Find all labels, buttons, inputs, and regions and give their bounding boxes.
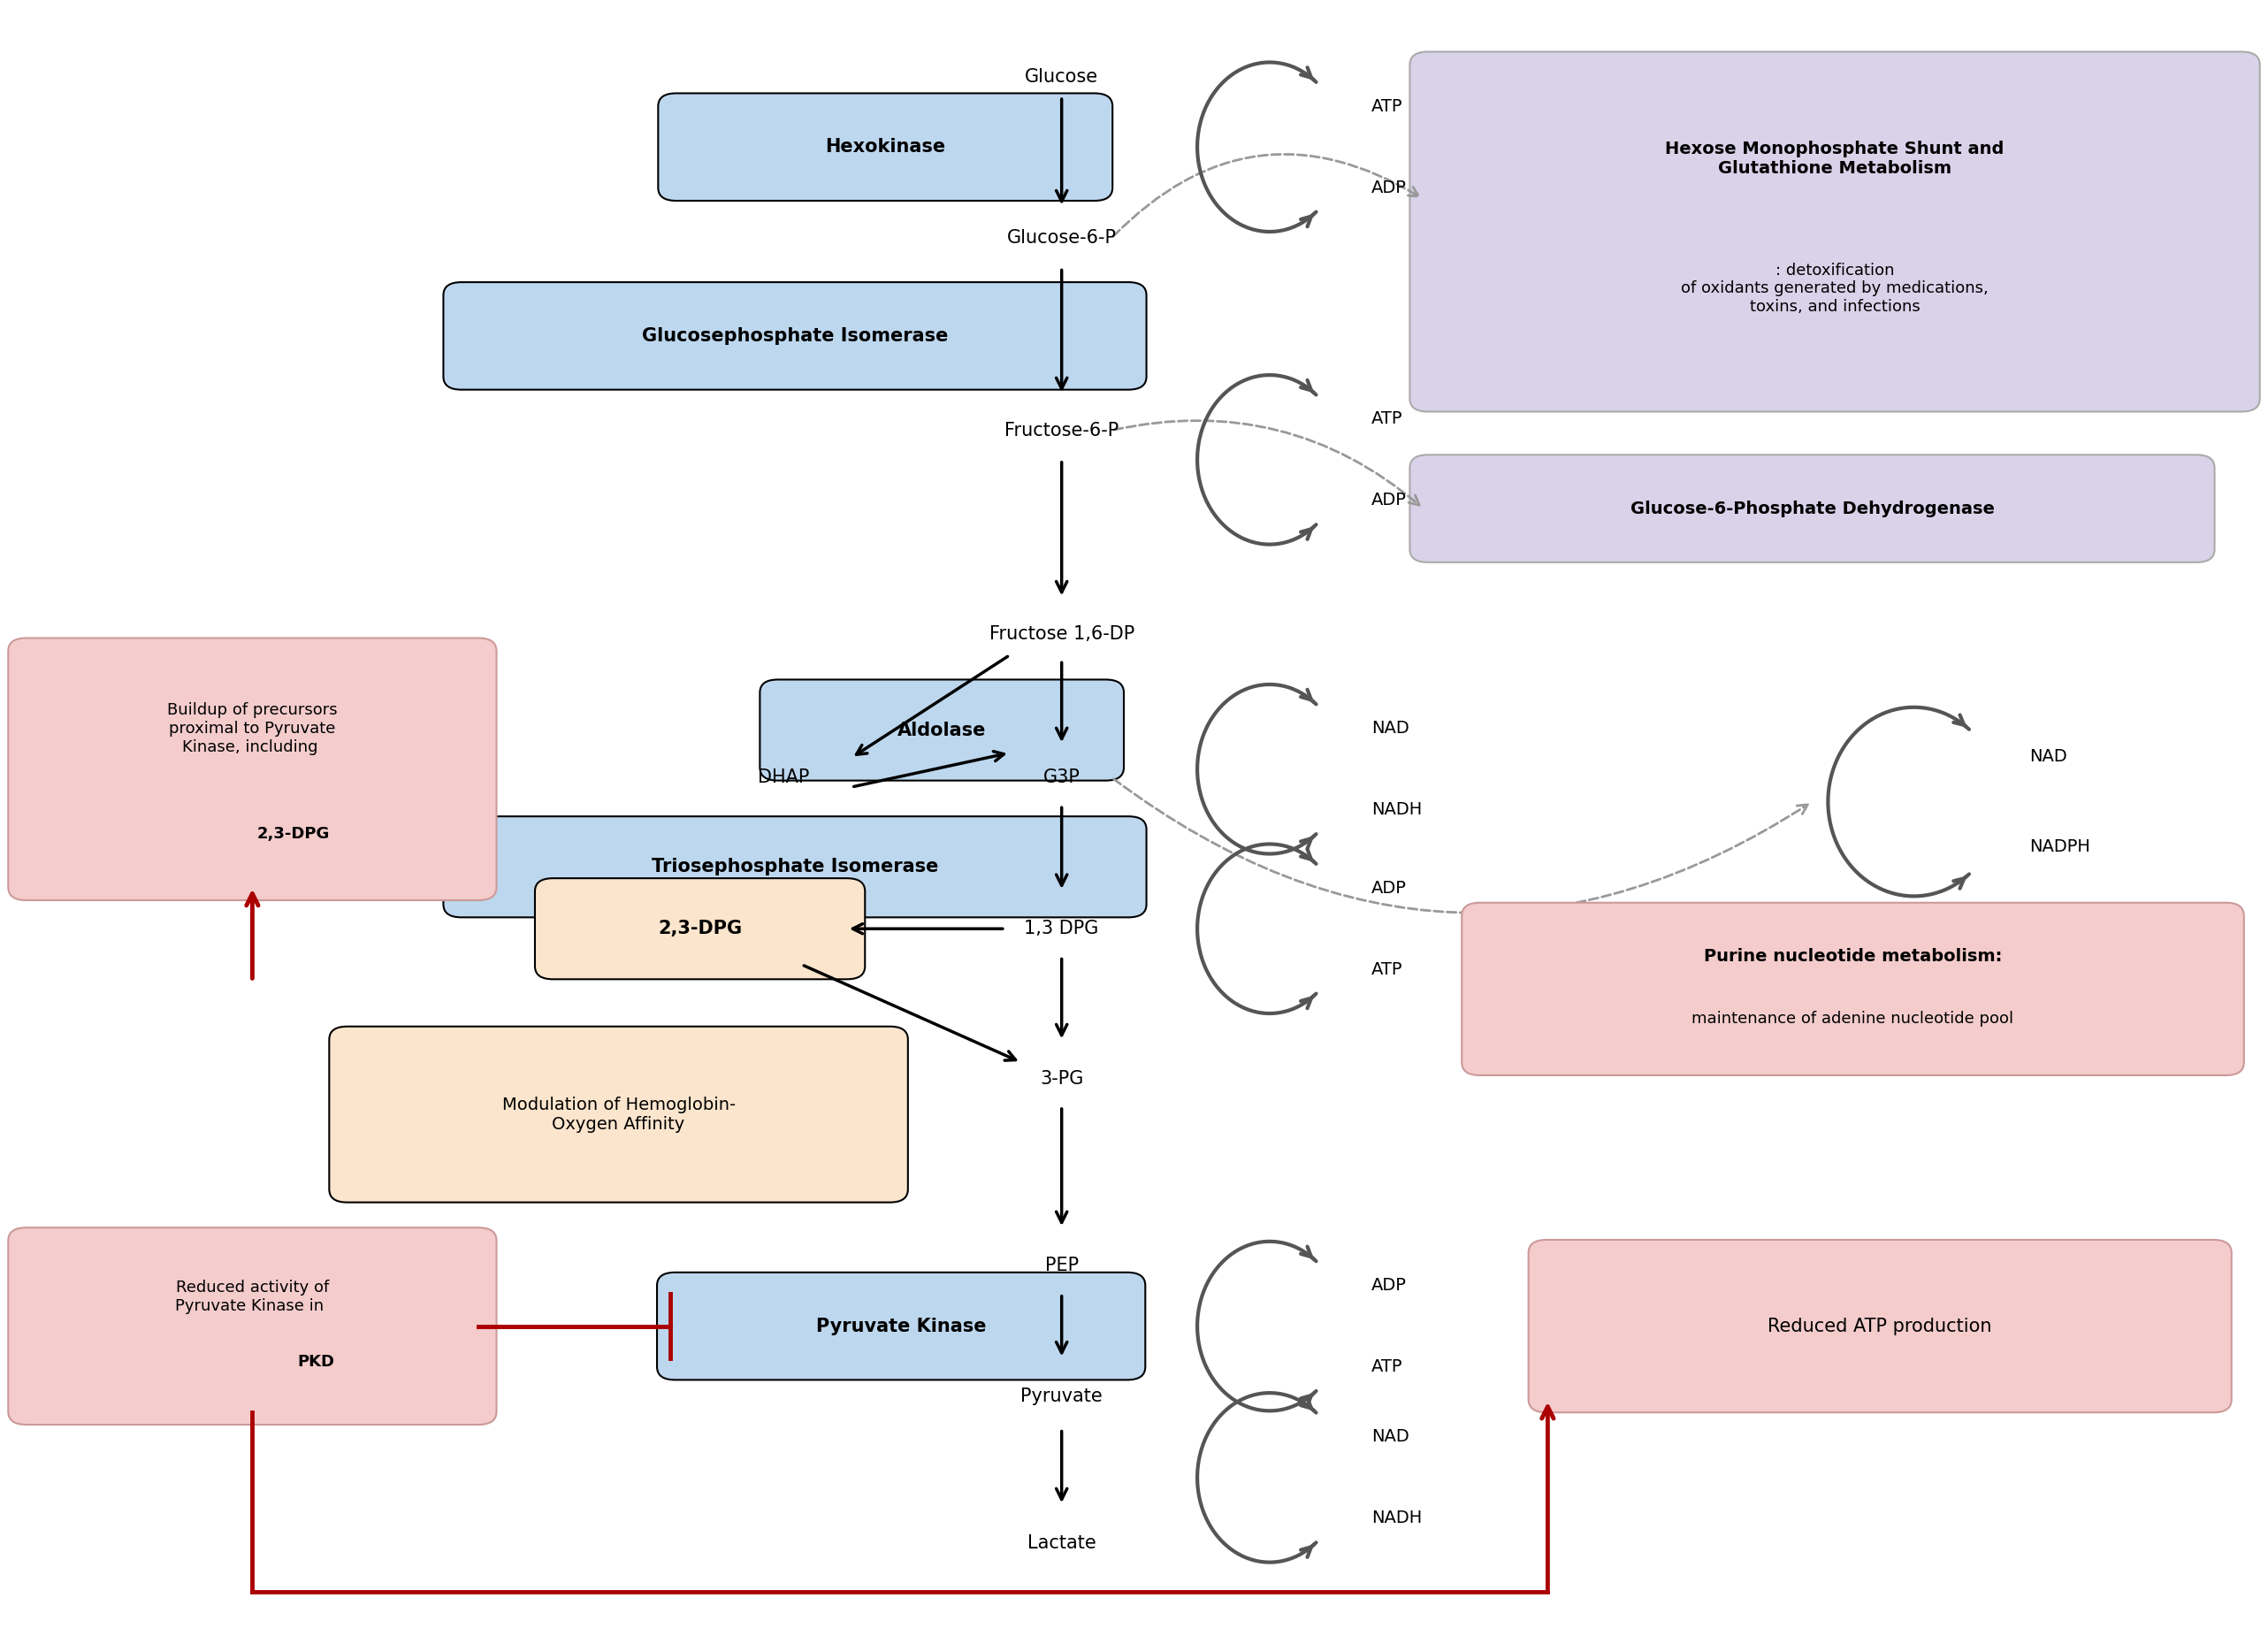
Text: ADP: ADP xyxy=(1372,492,1406,509)
FancyBboxPatch shape xyxy=(1411,52,2259,412)
FancyBboxPatch shape xyxy=(9,638,497,900)
FancyBboxPatch shape xyxy=(760,679,1125,780)
Text: : detoxification
of oxidants generated by medications,
toxins, and infections: : detoxification of oxidants generated b… xyxy=(1681,262,1989,316)
Text: NAD: NAD xyxy=(2030,748,2066,764)
Text: 2,3-DPG: 2,3-DPG xyxy=(658,919,742,937)
Text: Lactate: Lactate xyxy=(1027,1535,1095,1551)
Text: Fructose-6-P: Fructose-6-P xyxy=(1005,422,1118,438)
Text: NAD: NAD xyxy=(1372,1428,1408,1445)
Text: Hexose Monophosphate Shunt and
Glutathione Metabolism: Hexose Monophosphate Shunt and Glutathio… xyxy=(1665,141,2005,177)
Text: ADP: ADP xyxy=(1372,1278,1406,1294)
Text: Buildup of precursors
proximal to Pyruvate
Kinase, including: Buildup of precursors proximal to Pyruva… xyxy=(168,702,338,754)
Text: 2,3-DPG: 2,3-DPG xyxy=(256,826,329,843)
Text: ADP: ADP xyxy=(1372,180,1406,196)
Text: ATP: ATP xyxy=(1372,1358,1402,1376)
Text: PKD: PKD xyxy=(297,1355,333,1369)
Text: Hexokinase: Hexokinase xyxy=(826,137,946,155)
Text: 3-PG: 3-PG xyxy=(1039,1070,1084,1088)
Text: 1,3 DPG: 1,3 DPG xyxy=(1025,919,1100,937)
Text: NAD: NAD xyxy=(1372,720,1408,736)
Text: maintenance of adenine nucleotide pool: maintenance of adenine nucleotide pool xyxy=(1692,1011,2014,1026)
Text: Pyruvate Kinase: Pyruvate Kinase xyxy=(816,1317,987,1335)
Text: Glucose-6-Phosphate Dehydrogenase: Glucose-6-Phosphate Dehydrogenase xyxy=(1631,501,1994,517)
FancyBboxPatch shape xyxy=(9,1227,497,1425)
Text: ATP: ATP xyxy=(1372,98,1402,115)
Text: ADP: ADP xyxy=(1372,880,1406,897)
Text: Triosephosphate Isomerase: Triosephosphate Isomerase xyxy=(651,857,939,875)
FancyBboxPatch shape xyxy=(658,1273,1145,1379)
Text: Glucose: Glucose xyxy=(1025,69,1098,85)
Text: NADH: NADH xyxy=(1372,802,1422,818)
Text: NADH: NADH xyxy=(1372,1510,1422,1526)
FancyBboxPatch shape xyxy=(535,879,864,980)
Text: Aldolase: Aldolase xyxy=(898,721,987,739)
Text: Pyruvate: Pyruvate xyxy=(1021,1387,1102,1405)
FancyBboxPatch shape xyxy=(442,816,1145,918)
Text: Modulation of Hemoglobin-
Oxygen Affinity: Modulation of Hemoglobin- Oxygen Affinit… xyxy=(501,1096,735,1132)
Text: Reduced ATP production: Reduced ATP production xyxy=(1769,1317,1991,1335)
Text: Reduced activity of
Pyruvate Kinase in: Reduced activity of Pyruvate Kinase in xyxy=(175,1279,329,1314)
FancyBboxPatch shape xyxy=(1529,1240,2232,1412)
Text: Fructose 1,6-DP: Fructose 1,6-DP xyxy=(989,625,1134,643)
FancyBboxPatch shape xyxy=(1463,903,2243,1075)
Text: DHAP: DHAP xyxy=(758,769,810,787)
Text: ATP: ATP xyxy=(1372,960,1402,978)
Text: Glucosephosphate Isomerase: Glucosephosphate Isomerase xyxy=(642,327,948,345)
FancyBboxPatch shape xyxy=(329,1026,907,1202)
FancyBboxPatch shape xyxy=(442,281,1145,389)
Text: ATP: ATP xyxy=(1372,411,1402,427)
Text: G3P: G3P xyxy=(1043,769,1080,787)
FancyBboxPatch shape xyxy=(1411,455,2214,563)
FancyBboxPatch shape xyxy=(658,93,1114,201)
Text: PEP: PEP xyxy=(1046,1256,1080,1274)
Text: NADPH: NADPH xyxy=(2030,839,2091,856)
Text: Glucose-6-P: Glucose-6-P xyxy=(1007,229,1116,247)
Text: Purine nucleotide metabolism:: Purine nucleotide metabolism: xyxy=(1703,947,2003,965)
